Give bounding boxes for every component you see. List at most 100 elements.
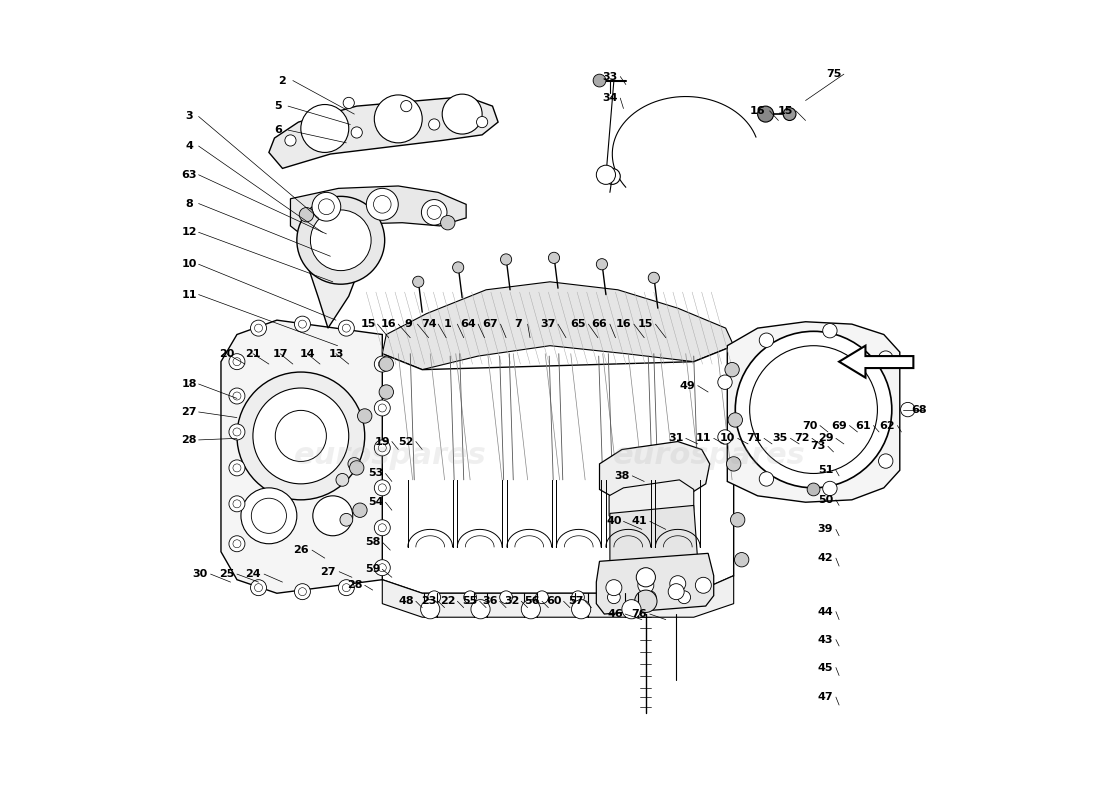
Polygon shape	[609, 480, 694, 526]
Circle shape	[342, 584, 350, 592]
Circle shape	[420, 600, 440, 619]
Circle shape	[229, 496, 245, 512]
Circle shape	[229, 388, 245, 404]
Circle shape	[429, 119, 440, 130]
Text: 15: 15	[638, 319, 653, 329]
Circle shape	[400, 101, 411, 112]
Text: 61: 61	[855, 421, 871, 430]
Circle shape	[378, 524, 386, 532]
Circle shape	[343, 98, 354, 109]
Text: 15: 15	[778, 106, 793, 116]
Circle shape	[298, 588, 307, 596]
Circle shape	[901, 402, 915, 417]
Text: 56: 56	[525, 596, 540, 606]
Text: 37: 37	[541, 319, 557, 329]
Text: 64: 64	[461, 319, 476, 329]
Circle shape	[233, 540, 241, 548]
Circle shape	[500, 254, 512, 265]
Circle shape	[229, 424, 245, 440]
Circle shape	[678, 591, 691, 604]
Text: 5: 5	[275, 101, 283, 111]
Circle shape	[621, 600, 641, 619]
Circle shape	[374, 95, 422, 143]
Circle shape	[233, 392, 241, 400]
Circle shape	[549, 252, 560, 263]
Text: 51: 51	[817, 466, 833, 475]
Text: 1: 1	[444, 319, 452, 329]
Circle shape	[593, 74, 606, 87]
Circle shape	[718, 375, 733, 390]
Circle shape	[695, 578, 712, 594]
Text: 36: 36	[483, 596, 498, 606]
Text: 18: 18	[182, 379, 197, 389]
Text: 16: 16	[616, 319, 631, 329]
Circle shape	[379, 357, 394, 371]
Text: 21: 21	[245, 349, 261, 358]
Circle shape	[251, 320, 266, 336]
Text: 60: 60	[547, 596, 562, 606]
Circle shape	[340, 514, 353, 526]
Circle shape	[536, 591, 549, 604]
Circle shape	[297, 196, 385, 284]
Polygon shape	[383, 346, 734, 594]
Text: 26: 26	[293, 545, 309, 555]
Circle shape	[378, 360, 386, 368]
Circle shape	[236, 372, 365, 500]
Circle shape	[638, 578, 653, 594]
Text: 3: 3	[185, 111, 192, 122]
Circle shape	[596, 258, 607, 270]
Text: 27: 27	[182, 407, 197, 417]
Text: 2: 2	[278, 75, 286, 86]
Circle shape	[275, 410, 327, 462]
Circle shape	[285, 135, 296, 146]
Text: 20: 20	[219, 349, 234, 358]
Circle shape	[253, 388, 349, 484]
Circle shape	[378, 444, 386, 452]
Text: 66: 66	[592, 319, 607, 329]
Text: 57: 57	[568, 596, 583, 606]
Circle shape	[379, 385, 394, 399]
Circle shape	[452, 262, 464, 273]
Circle shape	[295, 316, 310, 332]
Circle shape	[299, 207, 314, 222]
Text: 15: 15	[360, 319, 375, 329]
Polygon shape	[268, 97, 498, 169]
Circle shape	[572, 600, 591, 619]
Circle shape	[718, 430, 733, 444]
Circle shape	[241, 488, 297, 544]
Text: 24: 24	[245, 569, 261, 579]
Text: 31: 31	[669, 434, 684, 443]
Circle shape	[879, 454, 893, 468]
Text: 42: 42	[817, 553, 834, 563]
Text: eurospares: eurospares	[614, 442, 806, 470]
Text: 8: 8	[185, 198, 192, 209]
Polygon shape	[290, 186, 466, 232]
Circle shape	[374, 520, 390, 536]
Text: 47: 47	[817, 692, 834, 702]
Circle shape	[759, 333, 773, 347]
Circle shape	[735, 331, 892, 488]
Text: 14: 14	[299, 349, 315, 358]
Text: 46: 46	[607, 609, 624, 619]
Text: 38: 38	[614, 471, 629, 481]
Circle shape	[572, 591, 584, 604]
Circle shape	[374, 480, 390, 496]
Text: 71: 71	[746, 434, 761, 443]
Circle shape	[759, 472, 773, 486]
Text: 25: 25	[219, 569, 234, 579]
Text: 39: 39	[817, 524, 834, 534]
Circle shape	[251, 580, 266, 596]
Text: 50: 50	[818, 495, 833, 505]
Text: 16: 16	[381, 319, 396, 329]
Text: 16: 16	[750, 106, 766, 116]
Text: 29: 29	[817, 434, 834, 443]
Circle shape	[233, 464, 241, 472]
Circle shape	[254, 584, 263, 592]
Circle shape	[735, 553, 749, 567]
Circle shape	[476, 117, 487, 128]
Circle shape	[254, 324, 263, 332]
Text: 41: 41	[631, 516, 647, 526]
Text: 35: 35	[772, 434, 788, 443]
Circle shape	[251, 498, 286, 534]
Circle shape	[442, 94, 482, 134]
